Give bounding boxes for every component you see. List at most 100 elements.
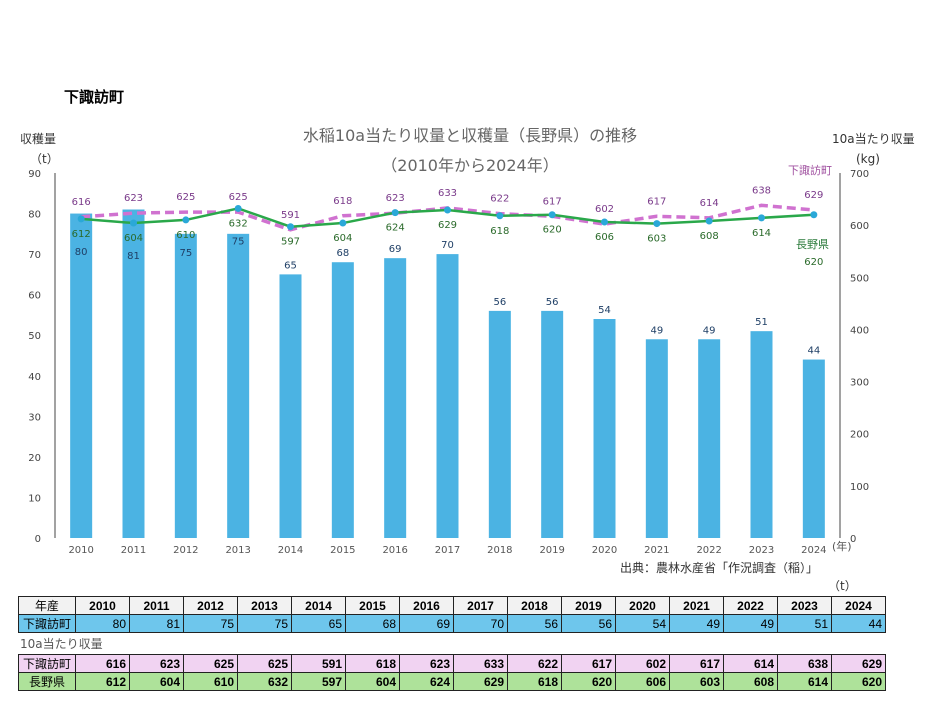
bar-label: 75	[179, 248, 192, 259]
point-pref	[548, 211, 556, 219]
yield-pref-label: 長野県	[18, 672, 76, 691]
chart-title: 水稲10a当たり収量と収穫量（長野県）の推移	[302, 126, 638, 145]
yield-town-label: 下諏訪町	[18, 654, 76, 673]
point-pref	[496, 212, 504, 220]
label-pref: 597	[281, 237, 300, 248]
yield-caption: 10a当たり収量	[20, 637, 103, 651]
table-header-row: 年産 2010 2011 2012 2013 2014 2015 2016 2017 2018 20…	[18, 596, 886, 615]
value-cell: 612	[75, 672, 130, 691]
value-cell: 614	[777, 672, 832, 691]
yield-pref-row: 長野県 612 604 610 632 597 604 624 629 618 620 606 603 6…	[18, 672, 886, 691]
legend-pref: 長野県	[796, 238, 829, 251]
harvest-row-label: 下諏訪町	[18, 614, 76, 633]
label-pref: 620	[804, 257, 823, 268]
left-tick-label: 70	[28, 250, 41, 261]
year-cell: 2011	[129, 596, 184, 615]
left-tick-label: 20	[28, 453, 41, 464]
label-town: 618	[333, 196, 352, 207]
value-cell: 75	[183, 614, 238, 633]
right-axis-label: 10a当たり収量	[832, 132, 915, 146]
label-town: 616	[72, 197, 91, 208]
bar	[593, 319, 616, 538]
label-town: 622	[490, 194, 509, 205]
label-pref: 620	[543, 225, 562, 236]
bar	[750, 331, 773, 538]
bar	[174, 233, 197, 539]
value-cell: 625	[183, 654, 238, 673]
legend-town: 下諏訪町	[788, 164, 832, 177]
point-pref	[130, 219, 137, 227]
chart: 0 10 20 30 40 50 60 70 80 90 0 100 200 300 400 500 600 70…	[28, 169, 869, 556]
table-unit: （t）	[828, 579, 857, 593]
value-cell: 623	[129, 654, 184, 673]
bar-label: 56	[546, 297, 559, 308]
left-axis-label: 収穫量	[20, 132, 57, 146]
year-cell: 2019	[561, 596, 616, 615]
bar-label: 49	[703, 325, 716, 336]
year-cell: 2023	[777, 596, 832, 615]
x-tick-label: 2024	[801, 545, 826, 556]
right-tick-label: 400	[850, 325, 869, 336]
chart-subtitle: （2010年から2024年）	[381, 156, 559, 175]
point-pref	[601, 218, 608, 226]
value-cell: 625	[237, 654, 292, 673]
bar-label: 75	[232, 236, 245, 247]
label-town: 638	[752, 185, 771, 196]
bar	[331, 262, 354, 538]
value-cell: 610	[183, 672, 238, 691]
value-cell: 604	[129, 672, 184, 691]
bar-label: 44	[807, 346, 820, 357]
value-cell: 591	[291, 654, 346, 673]
value-cell: 614	[723, 654, 778, 673]
x-tick-label: 2023	[749, 545, 774, 556]
yield-town-row: 下諏訪町 616 623 625 625 591 618 623 633 622 617 602 617…	[18, 654, 886, 673]
label-pref: 608	[700, 231, 719, 242]
value-cell: 70	[453, 614, 508, 633]
point-pref	[234, 204, 242, 212]
harvest-row: 下諏訪町 80 81 75 75 65 68 69 70 56 56 54 49 49 51 44	[18, 614, 886, 633]
label-pref: 610	[176, 230, 195, 241]
x-tick-label: 2018	[487, 545, 512, 556]
right-tick-label: 700	[850, 169, 869, 180]
value-cell: 49	[723, 614, 778, 633]
x-tick-label: 2016	[382, 545, 407, 556]
label-pref: 624	[386, 223, 405, 234]
left-tick-label: 10	[28, 493, 41, 504]
value-cell: 629	[831, 654, 886, 673]
label-pref: 604	[333, 233, 352, 244]
right-axis-unit: (kg)	[856, 152, 880, 166]
bar-label: 80	[75, 247, 88, 258]
x-tick-label: 2013	[225, 545, 250, 556]
bar-label: 81	[127, 251, 140, 262]
value-cell: 616	[75, 654, 130, 673]
year-cell: 2017	[453, 596, 508, 615]
left-tick-label: 30	[28, 412, 41, 423]
label-town: 614	[700, 198, 719, 209]
point-pref	[391, 209, 399, 217]
right-tick-label: 500	[850, 273, 869, 284]
point-pref	[705, 217, 713, 225]
x-tick-label: 2014	[278, 545, 303, 556]
value-cell: 624	[399, 672, 454, 691]
x-tick-label: 2019	[539, 545, 564, 556]
year-cell: 2021	[669, 596, 724, 615]
x-tick-label: 2017	[435, 545, 460, 556]
value-cell: 608	[723, 672, 778, 691]
bar	[802, 359, 825, 538]
label-town: 623	[386, 193, 405, 204]
value-cell: 54	[615, 614, 670, 633]
value-cell: 44	[831, 614, 886, 633]
value-cell: 617	[669, 654, 724, 673]
bar	[645, 339, 668, 538]
year-cell: 2014	[291, 596, 346, 615]
label-town: 617	[647, 196, 666, 207]
label-pref: 603	[647, 234, 666, 245]
header-label: 年産	[18, 596, 76, 615]
label-town: 623	[124, 193, 143, 204]
value-cell: 606	[615, 672, 670, 691]
point-pref	[77, 215, 85, 223]
bar-label: 65	[284, 260, 297, 271]
label-pref: 629	[438, 220, 457, 231]
point-pref	[810, 211, 818, 219]
